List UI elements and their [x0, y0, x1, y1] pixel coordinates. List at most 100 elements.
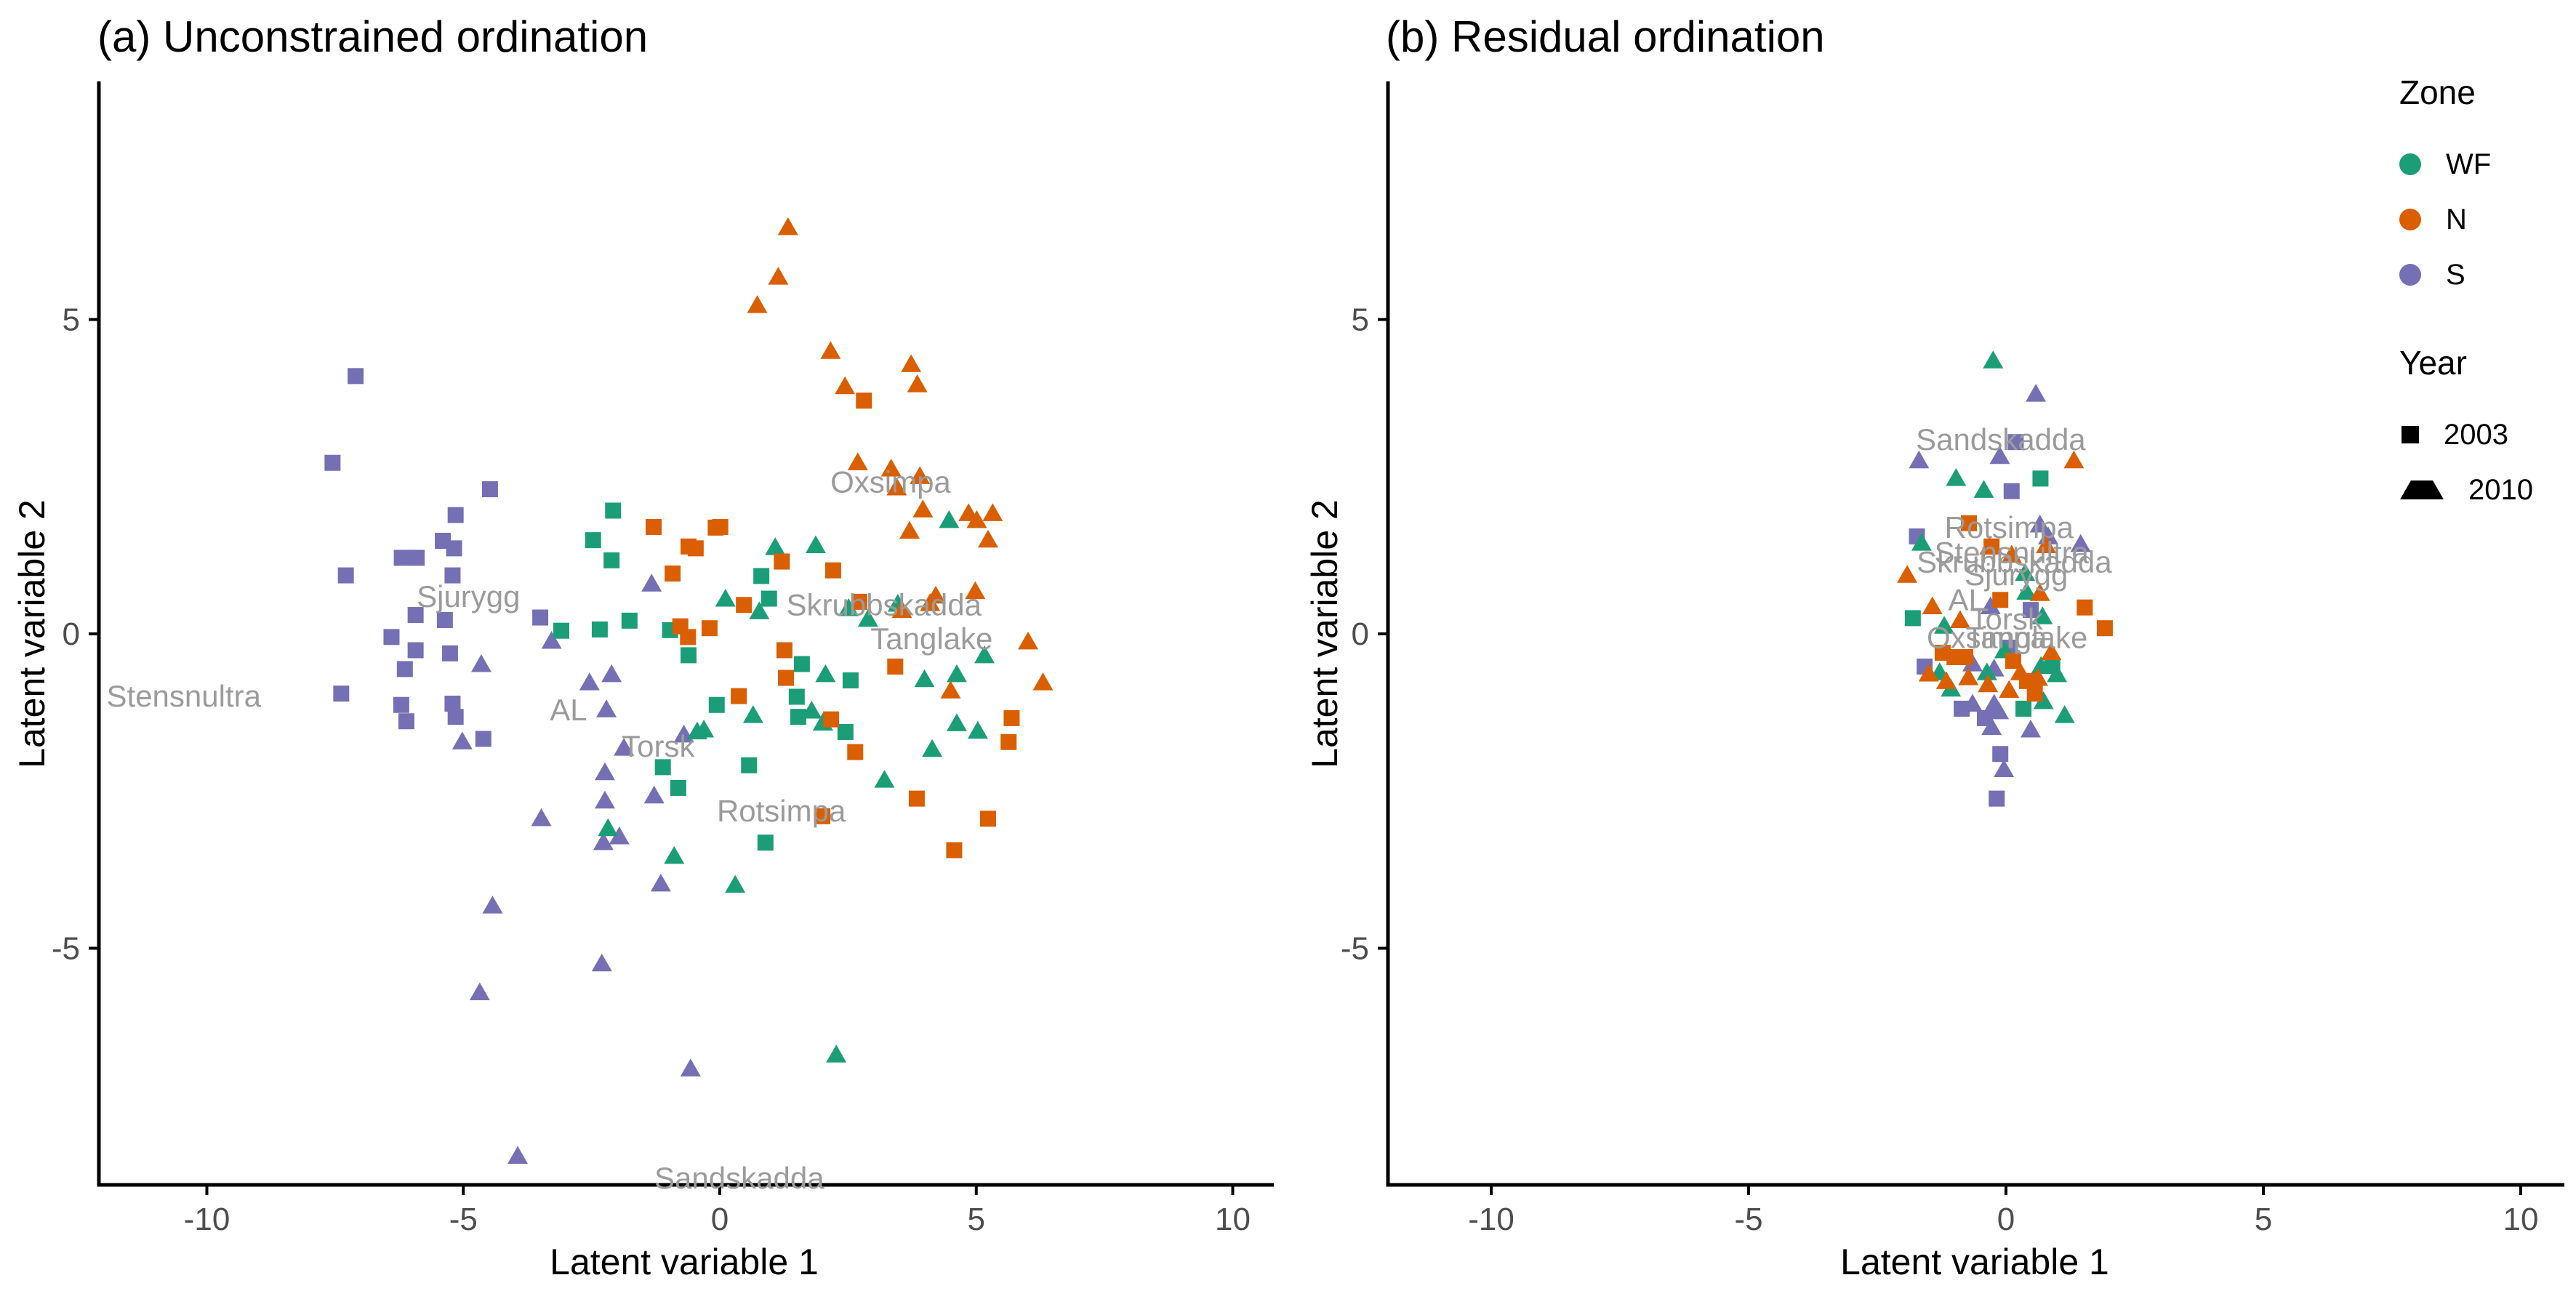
data-point-s-2003 [1954, 700, 1970, 717]
data-point-s-2010 [579, 672, 600, 691]
data-point-wf-2010 [1911, 533, 1932, 551]
data-point-n-2003 [778, 669, 795, 686]
data-point-wf-2003 [591, 621, 608, 638]
data-point-n-2010 [2036, 535, 2057, 554]
data-point-wf-2010 [857, 608, 878, 627]
data-point-n-2010 [910, 466, 931, 484]
data-point-n-2003 [847, 744, 864, 760]
legend: Zone WF N S Year 2003 2010 [2399, 73, 2574, 518]
data-point-n-2010 [2010, 662, 2031, 680]
data-point-s-2010 [601, 664, 622, 683]
data-point-n-2010 [899, 520, 920, 539]
species-label-sandskadda: Sandskadda [654, 1161, 824, 1195]
data-point-n-2010 [777, 217, 798, 236]
data-point-s-2010 [593, 832, 614, 850]
y-tick-label-b: 5 [1352, 302, 1369, 338]
data-point-wf-2010 [694, 719, 715, 738]
zone-wf-circle-icon [2399, 153, 2421, 175]
data-point-s-2010 [1909, 450, 1930, 469]
data-point-wf-2003 [603, 552, 620, 568]
data-point-n-2003 [1957, 649, 1974, 666]
data-point-s-2010 [614, 738, 635, 756]
legend-item-label: S [2446, 258, 2465, 291]
data-point-n-2010 [1918, 663, 1939, 682]
data-point-s-2003 [1989, 790, 2005, 807]
data-point-wf-2010 [914, 669, 935, 688]
data-point-n-2010 [820, 341, 841, 359]
data-point-wf-2010 [801, 701, 822, 719]
x-tick-label-b: 5 [2255, 1202, 2272, 1237]
data-point-wf-2003 [670, 779, 686, 796]
x-tick-label-b: 10 [2503, 1202, 2539, 1237]
data-point-n-2010 [912, 499, 934, 518]
data-point-n-2003 [908, 790, 925, 807]
data-point-wf-2010 [715, 589, 736, 607]
data-point-n-2003 [979, 811, 996, 827]
data-point-wf-2010 [826, 1045, 847, 1063]
data-point-s-2010 [452, 731, 473, 749]
data-point-n-2010 [2041, 642, 2062, 661]
data-point-n-2010 [966, 510, 987, 528]
data-point-wf-2003 [1904, 610, 1921, 627]
data-point-n-2003 [774, 553, 790, 570]
data-point-wf-2010 [2047, 664, 2068, 683]
data-point-n-2010 [1979, 536, 2000, 555]
data-point-wf-2010 [967, 720, 988, 739]
data-point-s-2003 [444, 567, 461, 584]
data-point-wf-2003 [680, 647, 697, 664]
data-point-s-2003 [383, 629, 400, 646]
data-point-n-2003 [823, 711, 840, 728]
data-point-wf-2010 [742, 705, 763, 723]
species-label-torsk: Torsk [1970, 602, 2044, 636]
data-point-s-2010 [643, 785, 665, 804]
panel-a-title: (a) Unconstrained ordination [97, 12, 649, 61]
data-point-wf-2010 [2031, 656, 2052, 675]
data-point-wf-2010 [749, 601, 770, 619]
data-point-wf-2003 [837, 723, 854, 740]
data-point-s-2010 [609, 827, 630, 845]
data-point-n-2003 [645, 518, 662, 535]
legend-zone-title: Zone [2399, 73, 2476, 111]
data-point-wf-2003 [585, 532, 601, 549]
species-label-rotsimpa: Rotsimpa [1945, 510, 2074, 544]
data-point-n-2003 [665, 565, 681, 582]
data-point-s-2010 [596, 699, 617, 717]
data-point-wf-2010 [2015, 563, 2036, 582]
data-point-n-2010 [891, 600, 912, 619]
data-point-s-2003 [348, 368, 364, 385]
data-point-s-2010 [2038, 526, 2059, 544]
data-point-wf-2003 [793, 656, 810, 672]
legend-spacer [2399, 302, 2574, 343]
legend-item-year-2003: 2003 [2399, 407, 2574, 462]
panel-a-x-axis-title: Latent variable 1 [550, 1242, 819, 1282]
data-point-s-2003 [337, 567, 354, 584]
data-point-n-2010 [1032, 672, 1054, 691]
species-label-skrubbskadda: Skrubbskadda [787, 587, 982, 622]
legend-year-title: Year [2399, 344, 2467, 382]
year-2003-square-icon [2402, 426, 2419, 443]
data-point-wf-2003 [790, 709, 806, 725]
data-point-n-2010 [835, 376, 856, 395]
data-point-s-2003 [407, 607, 424, 624]
data-point-wf-2010 [815, 664, 836, 683]
data-point-s-2010 [641, 574, 662, 592]
legend-item-zone-n: N [2399, 192, 2574, 247]
x-tick-label-a: 10 [1215, 1202, 1251, 1237]
data-point-n-2010 [965, 581, 986, 600]
data-point-n-2010 [920, 593, 941, 611]
y-tick-label-a: 0 [63, 616, 80, 652]
data-point-wf-2010 [2032, 606, 2053, 624]
data-point-n-2003 [2005, 653, 2021, 669]
data-point-n-2003 [736, 597, 753, 614]
data-point-n-2010 [768, 267, 789, 285]
data-point-s-2010 [1994, 759, 2015, 777]
data-point-n-2010 [2029, 583, 2050, 601]
data-point-wf-2010 [1983, 350, 2004, 369]
data-point-n-2010 [977, 529, 998, 548]
data-point-n-2010 [1978, 674, 1999, 693]
data-point-s-2003 [447, 507, 464, 523]
data-point-n-2003 [731, 688, 747, 704]
data-point-wf-2003 [605, 502, 622, 519]
